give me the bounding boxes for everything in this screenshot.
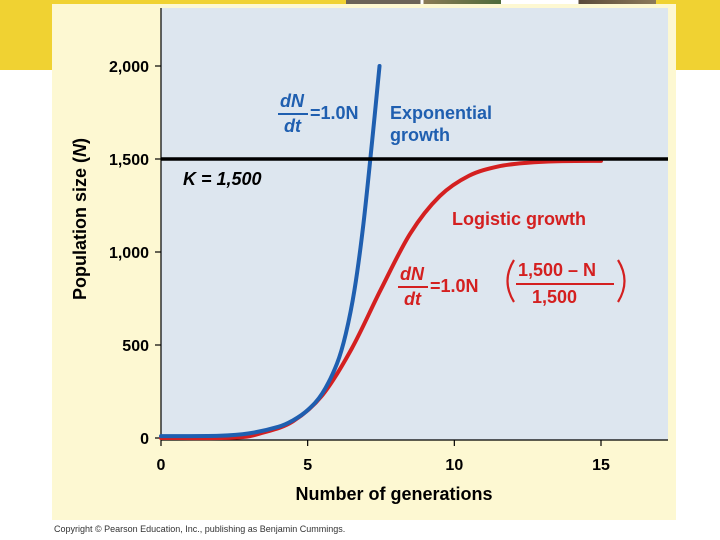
carrying-capacity-label: K = 1,500 [183, 169, 262, 189]
exp-equation-numerator: dN [280, 91, 305, 111]
log-equation-frac-denominator: 1,500 [532, 287, 577, 307]
log-equation-denominator: dt [404, 289, 422, 309]
y-tick-label: 500 [122, 338, 149, 355]
exp-equation-rhs: =1.0N [310, 103, 359, 123]
log-series-label: Logistic growth [452, 209, 586, 229]
series-layer [159, 64, 603, 441]
exp-series-label-line1: Exponential [390, 103, 492, 123]
x-tick-label: 10 [445, 457, 463, 474]
log-equation-frac-numerator: 1,500 – N [518, 260, 596, 280]
y-tick-label: 1,000 [109, 245, 149, 262]
x-tick-label: 5 [303, 457, 312, 474]
log-equation-right-paren [617, 259, 626, 303]
exp-equation-denominator: dt [284, 116, 302, 136]
log-equation-numerator: dN [400, 264, 425, 284]
y-tick-label: 1,500 [109, 152, 149, 169]
copyright-notice: Copyright © Pearson Education, Inc., pub… [54, 524, 346, 534]
x-axis-ticks: 0 5 10 15 [157, 440, 610, 474]
y-axis-title-suffix: ) [70, 138, 90, 144]
y-axis-title: Population size (N) [70, 138, 90, 300]
y-tick-label: 0 [140, 431, 149, 448]
y-axis-title-variable: N [70, 143, 90, 157]
y-axis-ticks: 0 500 1,000 1,500 2,000 [109, 59, 161, 448]
x-tick-label: 0 [157, 457, 166, 474]
exp-series-label-line2: growth [390, 125, 450, 145]
x-tick-label: 15 [592, 457, 610, 474]
exponential-growth-line [159, 64, 382, 439]
y-axis-title-prefix: Population size ( [70, 157, 90, 300]
log-equation-mid: =1.0N [430, 276, 479, 296]
figure-panel: 0 500 1,000 1,500 2,000 0 5 10 15 K = 1,500 dN … [52, 4, 676, 520]
y-tick-label: 2,000 [109, 59, 149, 76]
x-axis-title: Number of generations [295, 484, 492, 504]
log-equation-left-paren [506, 259, 515, 303]
